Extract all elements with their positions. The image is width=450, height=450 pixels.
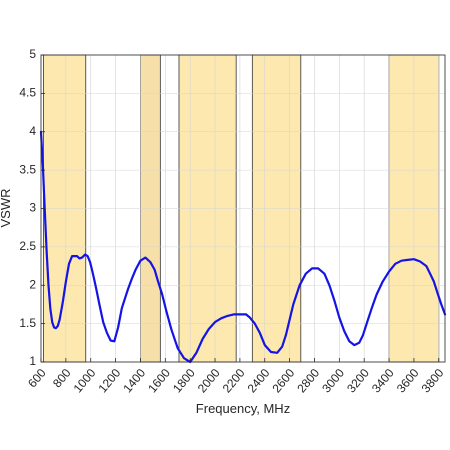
grid-lines [40,54,445,363]
y-tick-label: 2.5 [19,239,36,253]
y-tick-label: 1 [29,354,36,368]
x-axis-title: Frequency, MHz [196,401,290,416]
y-tick-label: 3 [29,201,36,215]
y-tick-label: 3.5 [19,162,36,176]
series-layer [39,130,447,364]
y-tick-label: 2 [29,277,36,291]
y-tick-label: 5 [29,47,36,61]
y-tick-label: 1.5 [19,316,36,330]
y-tick-label: 4.5 [19,86,36,100]
y-tick-label: 4 [29,124,36,138]
axes [40,54,446,363]
y-axis-title: VSWR [0,189,13,228]
vswr-series-line [39,130,447,364]
